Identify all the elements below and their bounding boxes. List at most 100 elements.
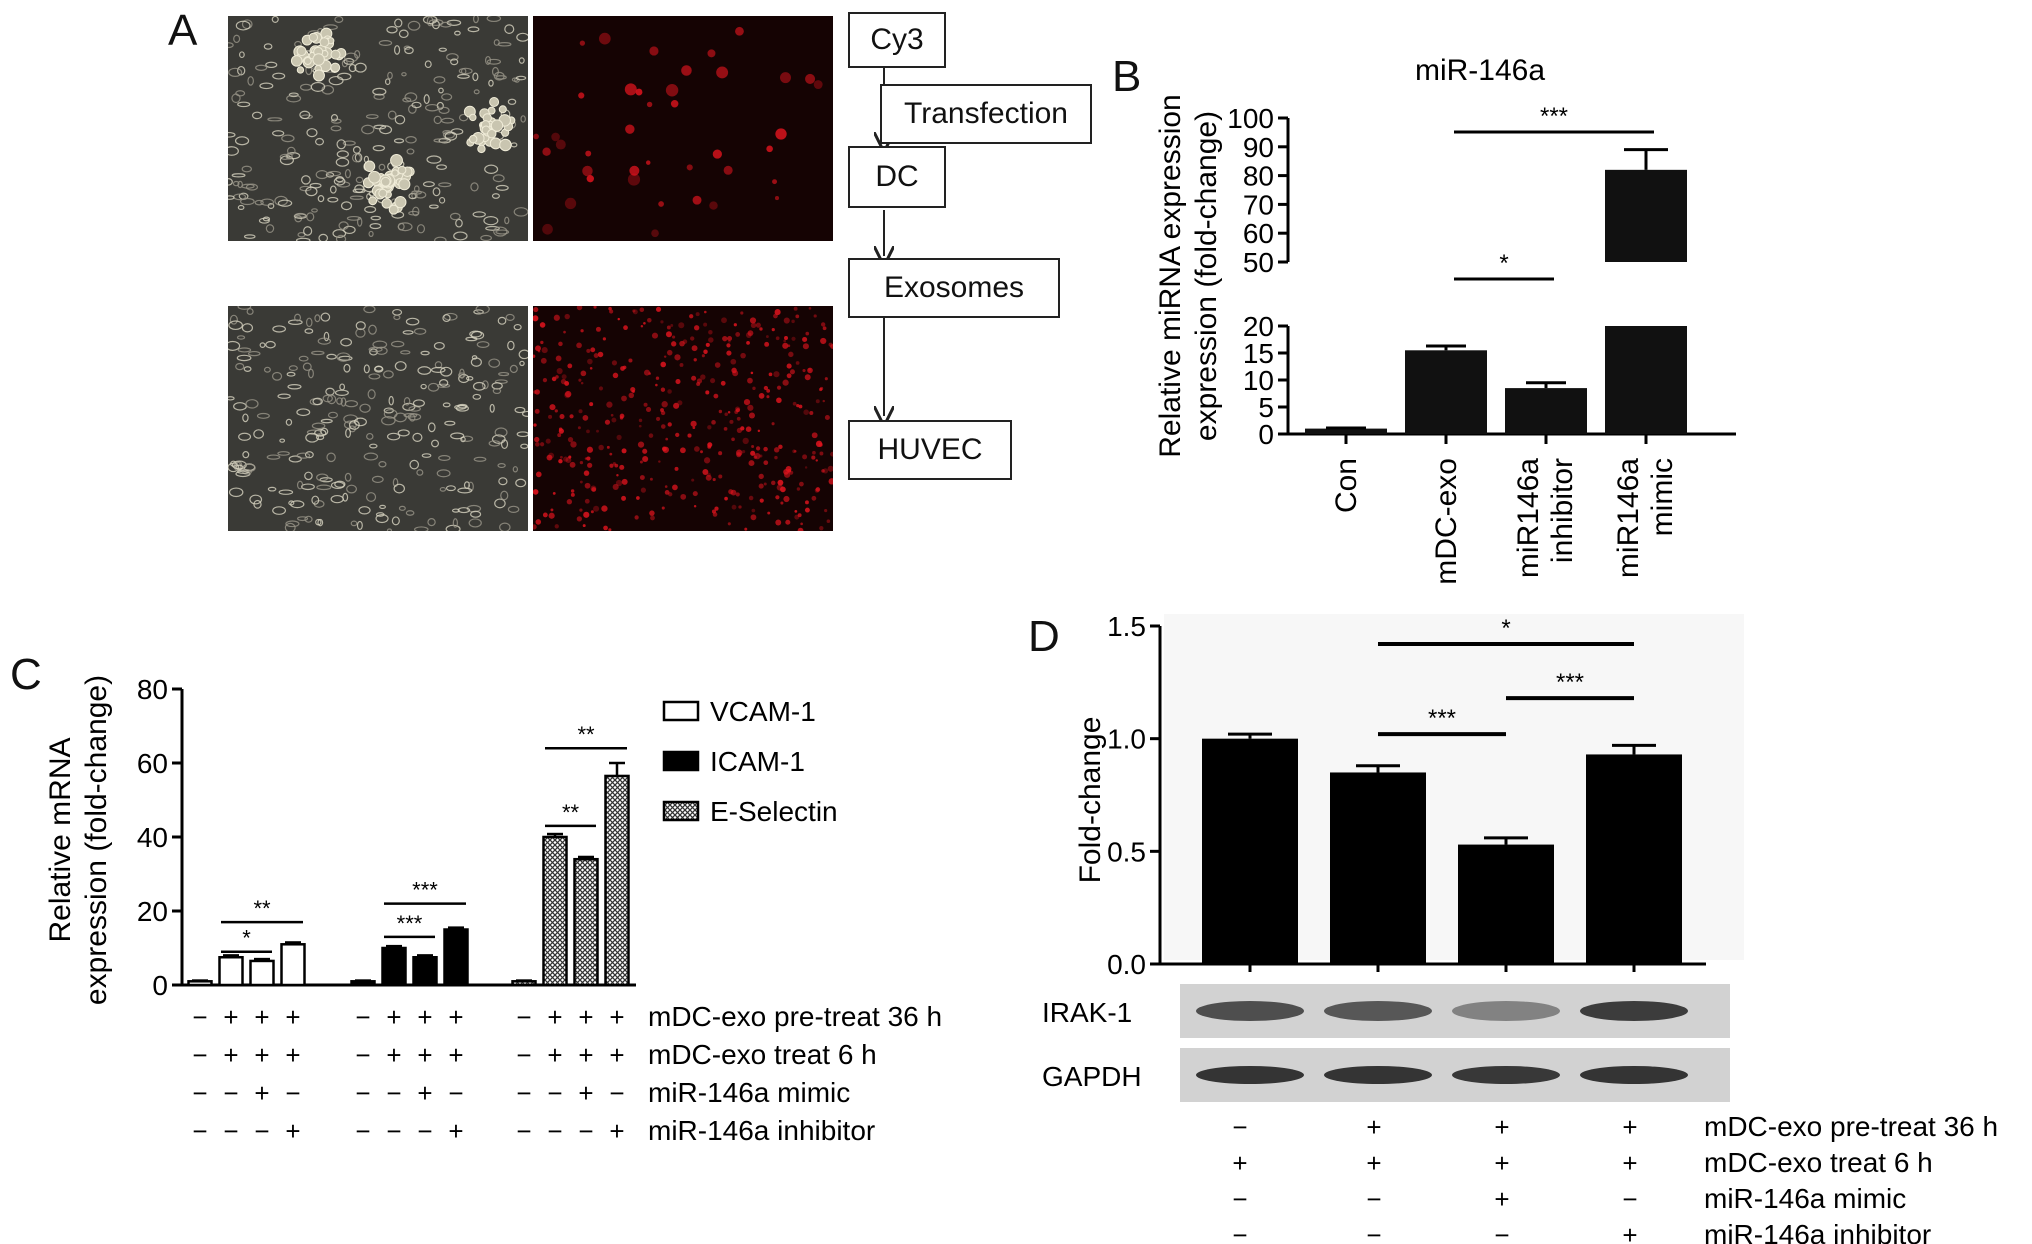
fluorescent-spot <box>747 404 754 411</box>
cell <box>233 402 247 411</box>
cell <box>521 410 528 418</box>
fluorescent-spot <box>595 326 601 332</box>
cell <box>232 180 240 187</box>
flow-box-cy3: Cy3 <box>848 12 946 68</box>
fluorescent-spot <box>632 309 638 315</box>
cell <box>470 510 482 518</box>
cell <box>304 515 313 523</box>
cell <box>267 202 275 209</box>
cell <box>237 306 252 310</box>
cell <box>422 181 435 188</box>
fluorescent-spot <box>820 322 826 327</box>
fluorescent-spot <box>558 428 564 434</box>
cell <box>450 58 459 66</box>
fluorescent-spot <box>791 319 795 324</box>
chart-d-irak1: Fold-change0.00.51.01.5*******IRAK-1GAPD… <box>1042 611 1998 1244</box>
bar-VCAM-1-0 <box>187 980 213 987</box>
fluorescent-spot <box>580 329 584 333</box>
fluorescent-spot <box>691 478 695 482</box>
fluorescent-spot <box>550 508 554 512</box>
fluorescent-spot <box>606 445 610 449</box>
fluorescent-spot <box>533 307 539 313</box>
cell <box>498 371 510 377</box>
fluorescent-spot <box>692 491 698 497</box>
cell <box>303 226 313 236</box>
cell <box>338 355 353 361</box>
cell <box>242 463 256 473</box>
cell <box>473 309 484 315</box>
cy3-huvec-image <box>533 306 833 531</box>
cell <box>438 182 452 188</box>
fluorescent-spot <box>663 355 667 358</box>
cell <box>387 110 397 120</box>
cell <box>397 429 410 437</box>
fluorescent-spot <box>539 442 545 447</box>
bar-0 <box>1305 428 1387 434</box>
y-tick-label: 0 <box>152 970 168 1001</box>
condition-sign: + <box>1366 1112 1381 1142</box>
cell <box>334 389 349 396</box>
cell <box>518 57 525 64</box>
cell <box>472 211 486 218</box>
fluorescent-spot <box>815 487 821 492</box>
cell <box>228 131 236 138</box>
fluorescent-spot <box>674 354 681 361</box>
fluorescent-spot <box>601 505 608 512</box>
condition-sign: − <box>1494 1220 1509 1244</box>
fluorescent-spot <box>736 452 742 458</box>
cell <box>432 187 441 197</box>
fluorescent-spot <box>788 351 794 358</box>
cell <box>433 341 445 350</box>
cell <box>263 43 273 50</box>
cell <box>247 350 261 357</box>
cell <box>378 39 393 46</box>
cell <box>507 340 515 351</box>
fluorescent-spot <box>651 332 659 339</box>
y-axis-label: Relative miRNA expression <box>1154 94 1187 457</box>
fluorescent-spot <box>570 489 575 493</box>
brightfield-huvec-image <box>228 306 528 531</box>
cell <box>365 114 379 120</box>
fluorescent-spot <box>802 368 806 373</box>
cell <box>296 408 311 417</box>
cell <box>454 404 467 410</box>
cell <box>460 68 467 75</box>
cell <box>314 428 327 437</box>
cell <box>329 185 337 194</box>
cell <box>440 117 455 124</box>
condition-sign: − <box>516 1116 531 1146</box>
fluorescent-spot <box>608 528 612 531</box>
fluorescent-spot <box>566 499 573 505</box>
cell <box>349 195 364 200</box>
fluorescent-spot <box>638 418 643 423</box>
bar-3-lower <box>1605 326 1687 434</box>
cell <box>433 138 449 143</box>
chart-title: miR-146a <box>1415 54 1545 87</box>
fluorescent-spot <box>718 409 723 414</box>
cell <box>428 204 439 209</box>
fluorescent-spot <box>534 436 540 443</box>
fluorescent-spot <box>623 325 628 331</box>
cell <box>450 432 465 440</box>
cell <box>472 381 486 391</box>
cell <box>405 510 415 516</box>
fluorescent-spot <box>580 381 584 385</box>
fluorescent-spot <box>820 337 827 345</box>
cell <box>412 206 420 217</box>
fluorescent-spot <box>548 512 555 519</box>
cell <box>486 58 502 65</box>
cell <box>228 178 233 186</box>
fluorescent-spot <box>578 409 583 414</box>
cell-cluster <box>312 69 325 82</box>
cell <box>493 71 505 81</box>
cell <box>491 66 499 77</box>
fluorescent-spot <box>582 165 593 177</box>
fluorescent-spot <box>783 471 791 478</box>
fluorescent-spot <box>765 335 769 338</box>
fluorescent-spot <box>564 391 571 399</box>
fluorescent-spot <box>679 340 685 347</box>
cell <box>346 484 357 494</box>
fluorescent-spot <box>567 363 573 369</box>
fluorescent-spot <box>576 342 582 349</box>
cell <box>322 394 333 403</box>
